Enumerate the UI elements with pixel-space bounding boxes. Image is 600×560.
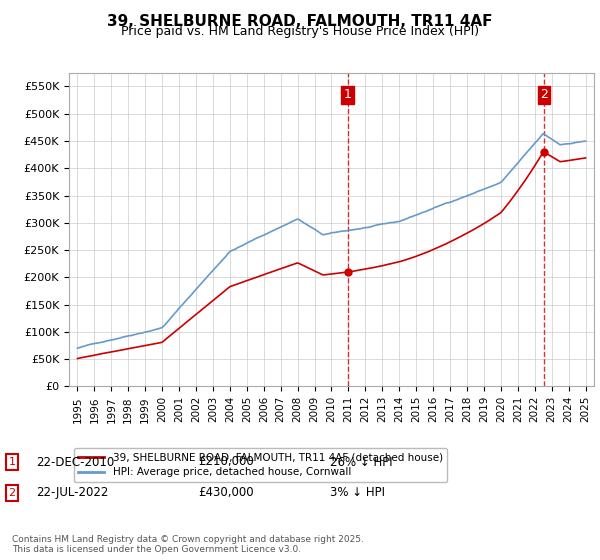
Text: 22-DEC-2010: 22-DEC-2010: [36, 455, 114, 469]
Text: 1: 1: [344, 88, 352, 101]
Legend: 39, SHELBURNE ROAD, FALMOUTH, TR11 4AF (detached house), HPI: Average price, det: 39, SHELBURNE ROAD, FALMOUTH, TR11 4AF (…: [74, 448, 447, 482]
Text: Contains HM Land Registry data © Crown copyright and database right 2025.
This d: Contains HM Land Registry data © Crown c…: [12, 535, 364, 554]
Text: 1: 1: [8, 457, 16, 467]
Text: 39, SHELBURNE ROAD, FALMOUTH, TR11 4AF: 39, SHELBURNE ROAD, FALMOUTH, TR11 4AF: [107, 14, 493, 29]
Text: 26% ↓ HPI: 26% ↓ HPI: [330, 455, 392, 469]
Text: 2: 2: [8, 488, 16, 498]
Text: Price paid vs. HM Land Registry's House Price Index (HPI): Price paid vs. HM Land Registry's House …: [121, 25, 479, 38]
Text: 2: 2: [540, 88, 548, 101]
Text: 3% ↓ HPI: 3% ↓ HPI: [330, 486, 385, 500]
Text: £210,000: £210,000: [198, 455, 254, 469]
Text: £430,000: £430,000: [198, 486, 254, 500]
Text: 22-JUL-2022: 22-JUL-2022: [36, 486, 109, 500]
